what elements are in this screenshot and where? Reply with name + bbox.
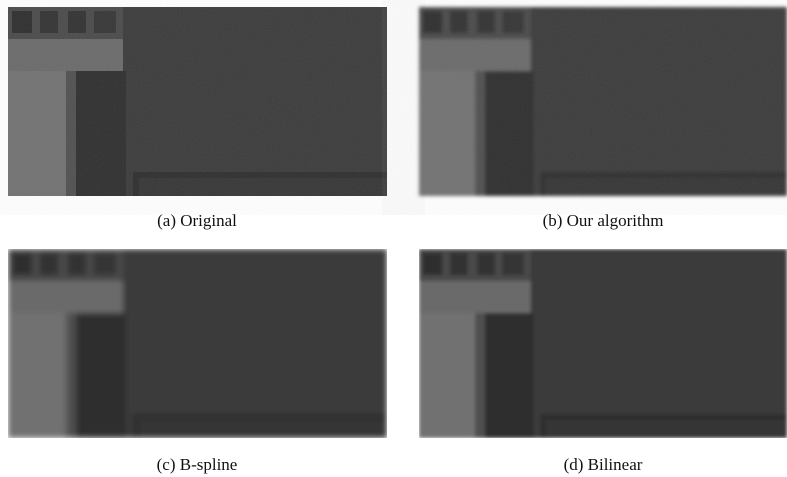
caption: (d) Bilinear bbox=[564, 455, 643, 474]
image-bilinear bbox=[419, 249, 787, 438]
caption: (b) Our algorithm bbox=[543, 211, 664, 230]
image-our-algorithm bbox=[419, 7, 787, 196]
caption: (c) B-spline bbox=[157, 455, 238, 474]
caption: (a) Original bbox=[157, 211, 237, 230]
image-original bbox=[8, 7, 387, 196]
image-b-spline bbox=[8, 249, 387, 438]
